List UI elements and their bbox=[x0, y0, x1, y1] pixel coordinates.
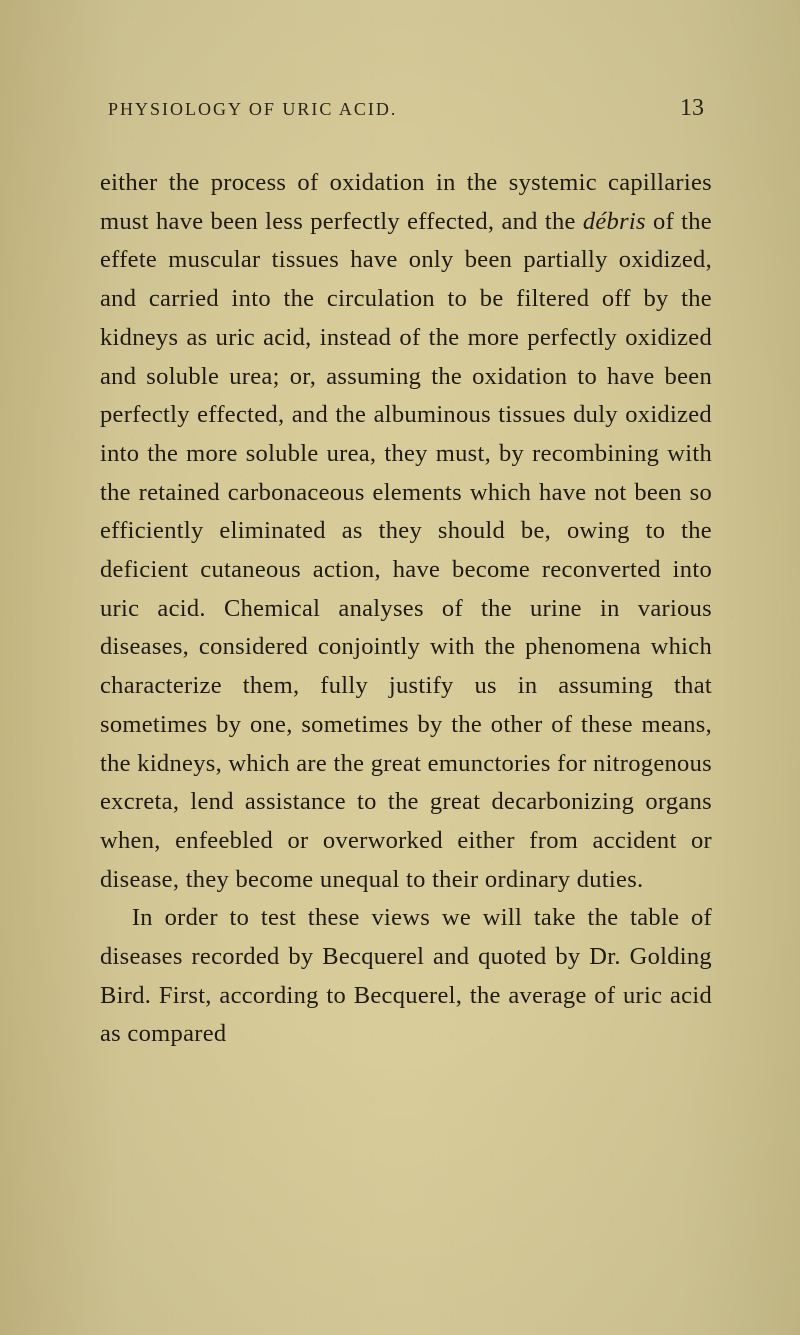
page-number: 13 bbox=[680, 95, 704, 122]
page-header: PHYSIOLOGY OF URIC ACID. 13 bbox=[100, 95, 712, 122]
italic-text: débris bbox=[583, 208, 646, 235]
text-run: of the effete muscular tissues have only… bbox=[100, 208, 712, 893]
body-text: either the process of oxidation in the s… bbox=[100, 164, 712, 1054]
text-run: In order to test these views we will tak… bbox=[100, 904, 712, 1047]
paragraph: either the process of oxidation in the s… bbox=[100, 164, 712, 899]
running-title: PHYSIOLOGY OF URIC ACID. bbox=[108, 99, 397, 120]
paragraph: In order to test these views we will tak… bbox=[100, 899, 712, 1054]
page: PHYSIOLOGY OF URIC ACID. 13 either the p… bbox=[0, 0, 800, 1335]
